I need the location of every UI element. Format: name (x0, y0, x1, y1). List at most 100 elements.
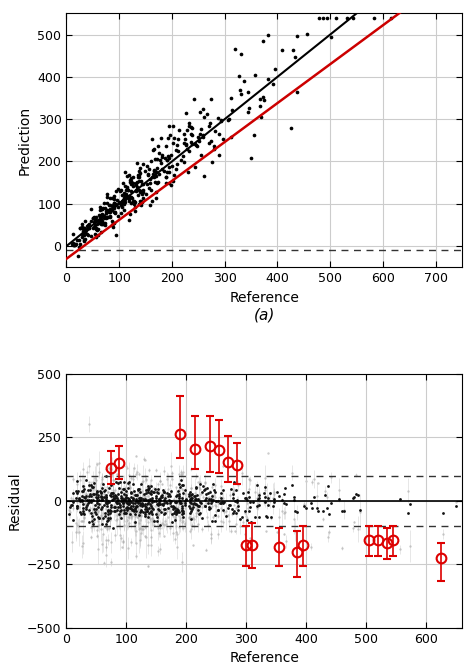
Point (148, 515, 155, 526)
Point (132, 502, 140, 512)
Point (148, 495, 156, 506)
Point (135, 503, 142, 514)
Point (124, 501, 131, 512)
Point (92, 224, 100, 235)
Point (91, 481, 98, 492)
Point (217, 115, 225, 126)
Point (84, 485, 91, 496)
Point (172, 482, 180, 492)
Point (116, 520, 123, 530)
Point (137, 528, 145, 539)
Point (319, 514, 327, 524)
Point (160, 498, 167, 508)
Point (139, 507, 147, 518)
Point (110, 202, 118, 213)
Point (101, 492, 109, 503)
Point (152, 500, 159, 511)
Point (145, 164, 153, 175)
Point (112, 501, 120, 512)
Point (182, 503, 189, 514)
Point (319, 506, 327, 517)
Point (127, 511, 135, 522)
Point (110, 500, 118, 511)
Point (175, 496, 182, 507)
Point (122, 185, 130, 196)
Point (113, 509, 120, 520)
Point (131, 516, 139, 527)
Point (70, 240, 78, 250)
Point (97, 210, 104, 220)
Point (161, 153, 169, 164)
Point (143, 484, 150, 495)
Point (251, 486, 259, 497)
Point (178, 506, 185, 517)
Point (396, 544, 404, 554)
Point (75, 527, 83, 538)
Point (124, 498, 131, 509)
Point (87, 532, 95, 542)
Point (262, 492, 269, 502)
Point (338, 542, 346, 553)
Point (325, 527, 333, 538)
Point (108, 495, 116, 506)
Point (159, 487, 166, 498)
Point (125, 496, 133, 506)
Point (188, 504, 196, 515)
Point (129, 178, 137, 188)
Point (183, 144, 191, 154)
Point (143, 504, 150, 514)
Point (95, 513, 103, 524)
Point (179, 488, 186, 498)
Point (95, 498, 103, 509)
Point (217, 116, 224, 126)
Point (220, 496, 228, 507)
Point (93, 525, 100, 536)
Point (121, 193, 128, 204)
Point (260, 488, 267, 498)
Point (254, 503, 261, 514)
Point (152, 186, 160, 197)
Point (68, 239, 76, 250)
Point (127, 503, 134, 514)
Point (230, 505, 237, 516)
Point (123, 184, 130, 194)
Point (140, 186, 147, 197)
Point (94, 506, 102, 516)
Point (101, 219, 109, 230)
Point (94, 215, 102, 226)
Point (148, 503, 155, 514)
Point (228, 92, 235, 103)
Point (95, 512, 102, 522)
Point (119, 500, 127, 511)
Point (147, 489, 155, 500)
Point (219, 495, 226, 506)
Point (138, 178, 146, 189)
Point (178, 498, 185, 509)
Point (163, 496, 170, 507)
Point (108, 216, 116, 226)
Point (166, 506, 173, 516)
Point (142, 506, 150, 517)
Point (135, 498, 142, 508)
Point (173, 504, 180, 514)
Point (208, 494, 215, 504)
Point (198, 488, 205, 499)
Point (109, 192, 116, 203)
Point (344, 12, 351, 23)
Point (85, 419, 92, 430)
Point (128, 192, 136, 203)
Point (143, 499, 151, 510)
Point (136, 184, 143, 195)
Point (214, 498, 222, 508)
Point (69, 240, 77, 250)
Point (110, 506, 118, 516)
Point (102, 519, 109, 530)
Point (156, 476, 164, 486)
Point (102, 497, 109, 508)
Point (167, 179, 174, 190)
Point (73, 497, 81, 508)
Point (134, 170, 142, 181)
Point (178, 516, 185, 527)
Point (288, 468, 296, 478)
Point (99, 218, 107, 228)
